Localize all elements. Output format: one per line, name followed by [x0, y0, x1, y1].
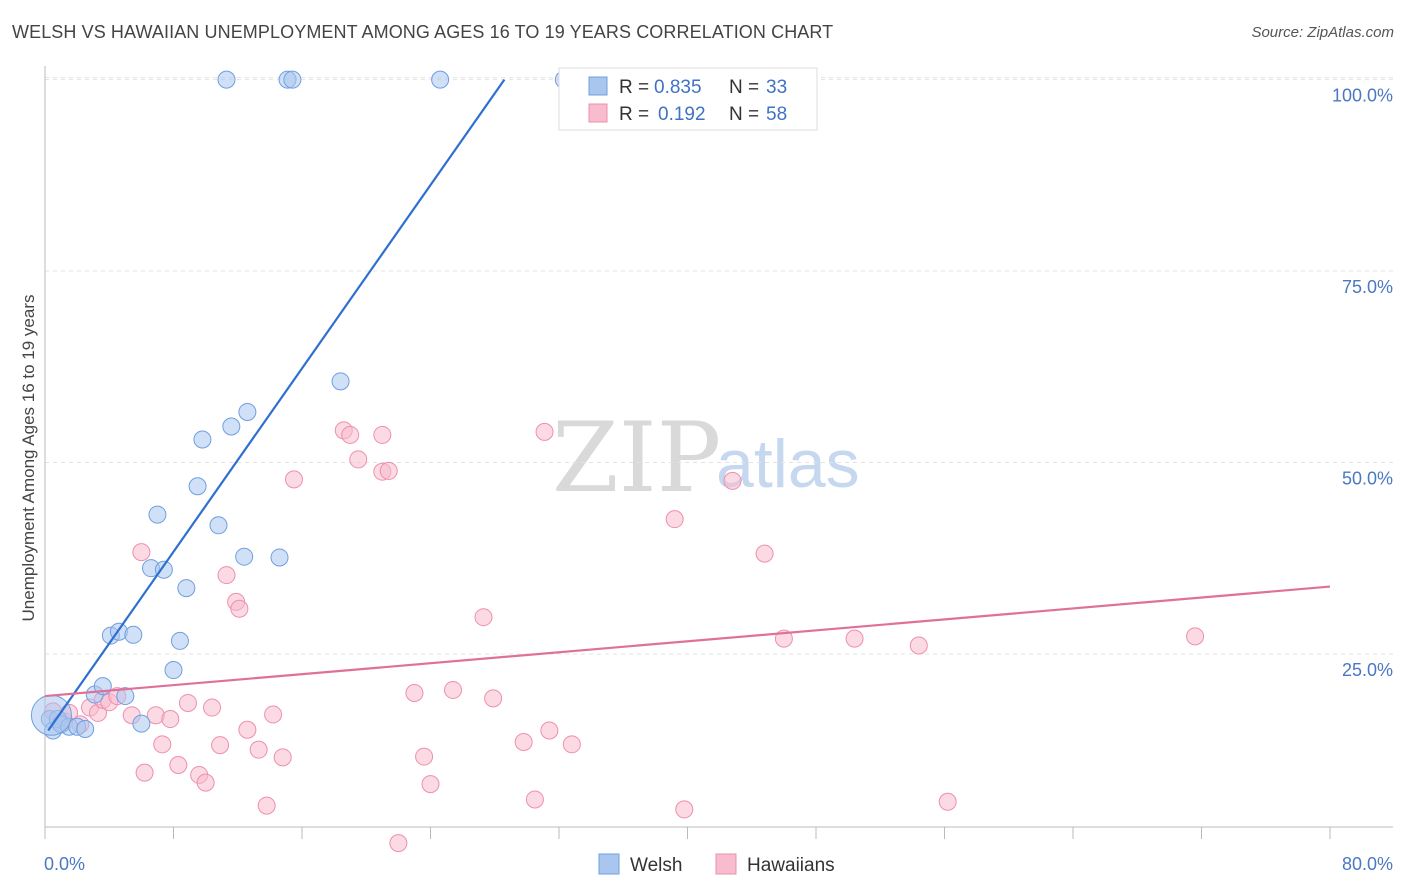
hawaiians-point-27	[264, 705, 283, 724]
hawaiians-point-31	[341, 425, 360, 444]
hawaiians-point-11	[132, 543, 151, 562]
hawaiians-point-20	[211, 736, 230, 755]
legend-n-label-welsh: N =	[729, 77, 759, 98]
hawaiians-point-32	[349, 450, 368, 469]
hawaiians-point-42	[484, 689, 503, 708]
grid-lines	[45, 77, 1393, 655]
hawaiians-point-56	[1186, 627, 1205, 646]
welsh-point-17	[164, 661, 183, 680]
y-tick-label-75: 75.0%	[1342, 277, 1393, 297]
hawaiians-point-28	[273, 748, 292, 767]
hawaiians-point-44	[525, 790, 544, 809]
hawaiians-point-29	[284, 470, 303, 489]
watermark-zip: ZIP	[552, 402, 721, 514]
welsh-trend-line	[47, 78, 506, 732]
chart-title: WELSH VS HAWAIIAN UNEMPLOYMENT AMONG AGE…	[12, 22, 834, 42]
source-label: Source: ZipAtlas.com	[1251, 24, 1394, 41]
welsh-point-31	[431, 70, 450, 89]
top-legend: R = 0.835 N = 33 R = 0.192 N = 58	[558, 67, 818, 131]
bottom-legend-swatch-welsh	[598, 853, 620, 875]
hawaiians-point-53	[845, 629, 864, 648]
hawaiians-point-16	[178, 693, 197, 712]
hawaiians-point-40	[443, 680, 462, 699]
welsh-point-cluster	[30, 694, 72, 736]
legend-swatch-hawaiians	[588, 103, 608, 123]
y-tick-label-25: 25.0%	[1342, 660, 1393, 680]
hawaiians-point-43	[514, 733, 533, 752]
y-axis-label: Unemployment Among Ages 16 to 19 years	[19, 295, 38, 622]
hawaiians-point-19	[203, 698, 222, 717]
welsh-point-21	[193, 430, 212, 449]
legend-r-value-welsh: 0.835	[654, 77, 702, 98]
welsh-point-24	[235, 547, 254, 566]
hawaiians-point-48	[665, 510, 684, 529]
y-tick-label-50: 50.0%	[1342, 469, 1393, 489]
hawaiians-point-15	[169, 755, 188, 774]
hawaiians-point-18	[196, 773, 215, 792]
hawaiians-trend-line	[44, 585, 1331, 698]
hawaiians-point-25	[249, 740, 268, 759]
welsh-point-29	[283, 70, 302, 89]
welsh-point-26	[270, 548, 289, 567]
welsh-point-6	[76, 719, 95, 738]
hawaiians-point-46	[540, 721, 559, 740]
bottom-legend: Welsh Hawaiians	[598, 853, 835, 876]
hawaiians-point-55	[938, 792, 957, 811]
hawaiians-point-33	[373, 425, 392, 444]
hawaiians-point-36	[389, 834, 408, 853]
welsh-point-19	[177, 579, 196, 598]
x-tick-min: 0.0%	[44, 854, 85, 874]
welsh-point-27	[217, 70, 236, 89]
bottom-legend-hawaiians: Hawaiians	[747, 855, 835, 876]
hawaiians-point-13	[153, 735, 172, 754]
hawaiians-point-45	[535, 422, 554, 441]
welsh-point-30	[331, 372, 350, 391]
hawaiians-point-50	[723, 471, 742, 490]
trend-lines	[44, 78, 1331, 732]
welsh-point-12	[124, 625, 143, 644]
hawaiians-point-39	[421, 775, 440, 794]
welsh-point-16	[154, 560, 173, 579]
welsh-point-13	[132, 714, 151, 733]
welsh-point-15	[148, 505, 167, 524]
legend-n-label-hawaiians: N =	[729, 104, 759, 125]
hawaiians-point-14	[161, 710, 180, 729]
legend-n-value-welsh: 33	[766, 77, 787, 98]
bottom-legend-welsh: Welsh	[630, 855, 682, 876]
hawaiians-point-21	[217, 566, 236, 585]
welsh-point-23	[222, 417, 241, 436]
hawaiians-point-54	[909, 636, 928, 655]
y-tick-label-100: 100.0%	[1332, 86, 1393, 106]
legend-r-label-hawaiians: R =	[619, 104, 649, 125]
welsh-point-25	[238, 402, 257, 421]
hawaiians-point-37	[405, 684, 424, 703]
welsh-point-18	[170, 631, 189, 650]
legend-r-value-hawaiians: 0.192	[658, 104, 706, 125]
hawaiians-point-26	[257, 796, 276, 815]
hawaiians-point-47	[562, 735, 581, 754]
hawaiians-point-41	[474, 608, 493, 627]
hawaiians-point-38	[415, 747, 434, 766]
welsh-point-11	[116, 687, 135, 706]
hawaiians-point-10	[135, 763, 154, 782]
legend-n-value-hawaiians: 58	[766, 104, 787, 125]
welsh-point-22	[209, 516, 228, 535]
hawaiians-point-51	[755, 544, 774, 563]
bottom-legend-swatch-hawaiians	[715, 853, 737, 875]
hawaiians-point-35	[379, 461, 398, 480]
y-tick-labels: 25.0% 50.0% 75.0% 100.0%	[1332, 86, 1393, 680]
welsh-point-20	[188, 477, 207, 496]
hawaiians-point-23	[230, 599, 249, 618]
legend-swatch-welsh	[588, 76, 608, 96]
legend-r-label-welsh: R =	[619, 77, 649, 98]
watermark-atlas: atlas	[716, 426, 860, 502]
hawaiians-point-24	[238, 720, 257, 739]
x-tick-max: 80.0%	[1342, 854, 1393, 874]
hawaiians-point-49	[675, 800, 694, 819]
